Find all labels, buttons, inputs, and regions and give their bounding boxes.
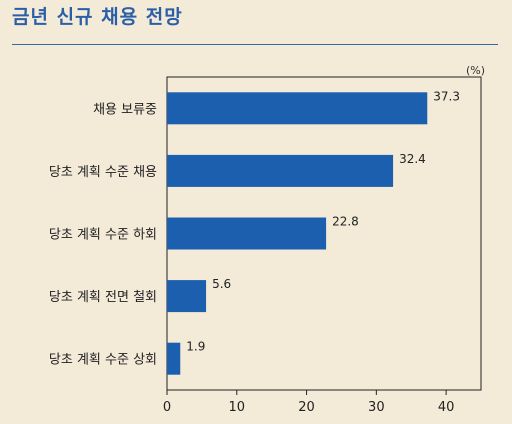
bar [167,280,207,313]
unit-label: (%) [466,64,485,77]
bar [167,217,327,250]
title-divider [12,44,498,45]
category-label: 채용 보류중 [93,102,157,117]
bar-value-label: 37.3 [433,89,460,103]
bar-value-label: 22.8 [332,215,359,229]
x-tick-label: 30 [368,400,385,415]
bar [167,92,428,125]
bar [167,342,181,375]
bar-value-label: 1.9 [186,340,205,354]
chart-title: 금년 신규 채용 전망 [12,6,183,28]
bar-value-label: 32.4 [399,152,426,166]
x-tick-label: 0 [163,400,171,415]
category-label: 당초 계획 수준 하회 [49,228,157,243]
x-tick-label: 20 [298,400,315,415]
bar-value-label: 5.6 [212,277,231,291]
category-label: 당초 계획 수준 채용 [49,165,157,180]
category-label: 당초 계획 전면 철회 [49,290,157,305]
x-tick-label: 40 [438,400,455,415]
x-tick-label: 10 [229,400,246,415]
bar [167,154,394,187]
category-label: 당초 계획 수준 상회 [49,353,157,368]
